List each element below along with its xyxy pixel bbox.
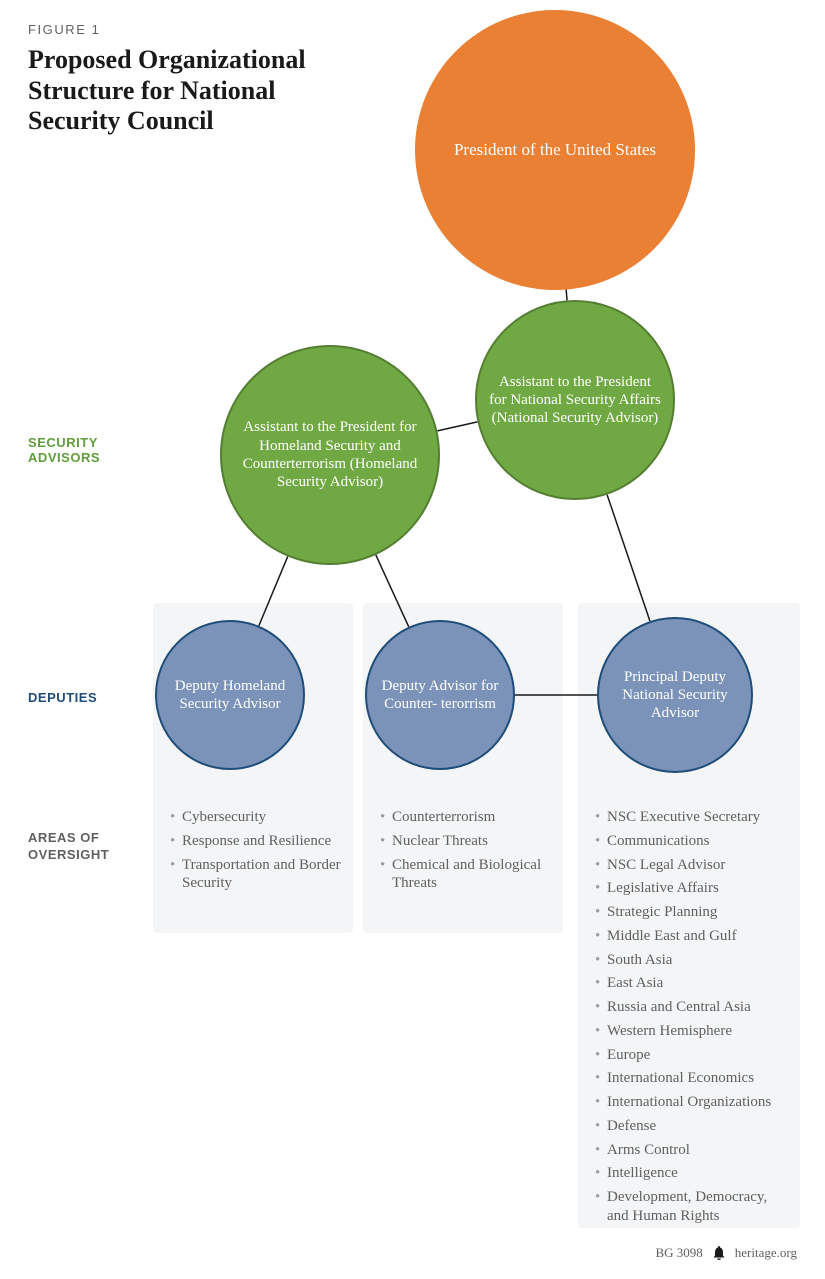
list-item: Europe xyxy=(595,1046,790,1065)
node-label: Assistant to the President for Homeland … xyxy=(234,418,426,491)
areas-col1: Cybersecurity Response and Resilience Tran… xyxy=(170,808,345,898)
edge-nsa-hsa xyxy=(437,422,477,431)
list-item: Legislative Affairs xyxy=(595,879,790,898)
list-item: Transportation and Border Security xyxy=(170,856,345,894)
list-item: South Asia xyxy=(595,951,790,970)
list-item: Middle East and Gulf xyxy=(595,927,790,946)
list-item: Intelligence xyxy=(595,1164,790,1183)
page-title: Proposed Organizational Structure for Na… xyxy=(28,45,328,137)
areas-col2: Counterterrorism Nuclear Threats Chemical … xyxy=(380,808,555,898)
row-label-deputies: DEPUTIES xyxy=(28,690,97,705)
footer-site: heritage.org xyxy=(735,1245,797,1261)
footer-code: BG 3098 xyxy=(655,1245,702,1261)
footer: BG 3098 heritage.org xyxy=(655,1245,797,1261)
row-label-areas: AREAS OF OVERSIGHT xyxy=(28,830,128,864)
row-label-advisors: SECURITY ADVISORS xyxy=(28,435,118,465)
list-item: Cybersecurity xyxy=(170,808,345,827)
list-item: NSC Legal Advisor xyxy=(595,856,790,875)
list-item: Defense xyxy=(595,1117,790,1136)
list-item: Chemical and Biological Threats xyxy=(380,856,555,894)
node-nsa: Assistant to the President for National … xyxy=(475,300,675,500)
node-label: President of the United States xyxy=(454,140,656,161)
list-item: International Economics xyxy=(595,1069,790,1088)
node-dep_hsa: Deputy Homeland Security Advisor xyxy=(155,620,305,770)
list-item: Communications xyxy=(595,832,790,851)
node-president: President of the United States xyxy=(415,10,695,290)
node-dep_ct: Deputy Advisor for Counter- terorrism xyxy=(365,620,515,770)
node-label: Principal Deputy National Security Advis… xyxy=(611,668,739,723)
list-item: Arms Control xyxy=(595,1141,790,1160)
list-item: Strategic Planning xyxy=(595,903,790,922)
node-label: Assistant to the President for National … xyxy=(489,373,661,428)
list-item: Development, Democracy, and Human Rights xyxy=(595,1188,790,1226)
node-label: Deputy Homeland Security Advisor xyxy=(169,677,291,714)
node-dep_pdnsa: Principal Deputy National Security Advis… xyxy=(597,617,753,773)
list-item: East Asia xyxy=(595,974,790,993)
list-item: Counterterrorism xyxy=(380,808,555,827)
edge-president-nsa xyxy=(566,290,567,301)
list-item: Response and Resilience xyxy=(170,832,345,851)
list-item: Russia and Central Asia xyxy=(595,998,790,1017)
list-item: Nuclear Threats xyxy=(380,832,555,851)
list-item: NSC Executive Secretary xyxy=(595,808,790,827)
list-item: Western Hemisphere xyxy=(595,1022,790,1041)
node-hsa: Assistant to the President for Homeland … xyxy=(220,345,440,565)
bell-icon xyxy=(713,1245,725,1261)
figure-label: FIGURE 1 xyxy=(28,22,100,37)
node-label: Deputy Advisor for Counter- terorrism xyxy=(379,677,501,714)
areas-col3: NSC Executive Secretary Communications NSC… xyxy=(595,808,790,1231)
list-item: International Organizations xyxy=(595,1093,790,1112)
